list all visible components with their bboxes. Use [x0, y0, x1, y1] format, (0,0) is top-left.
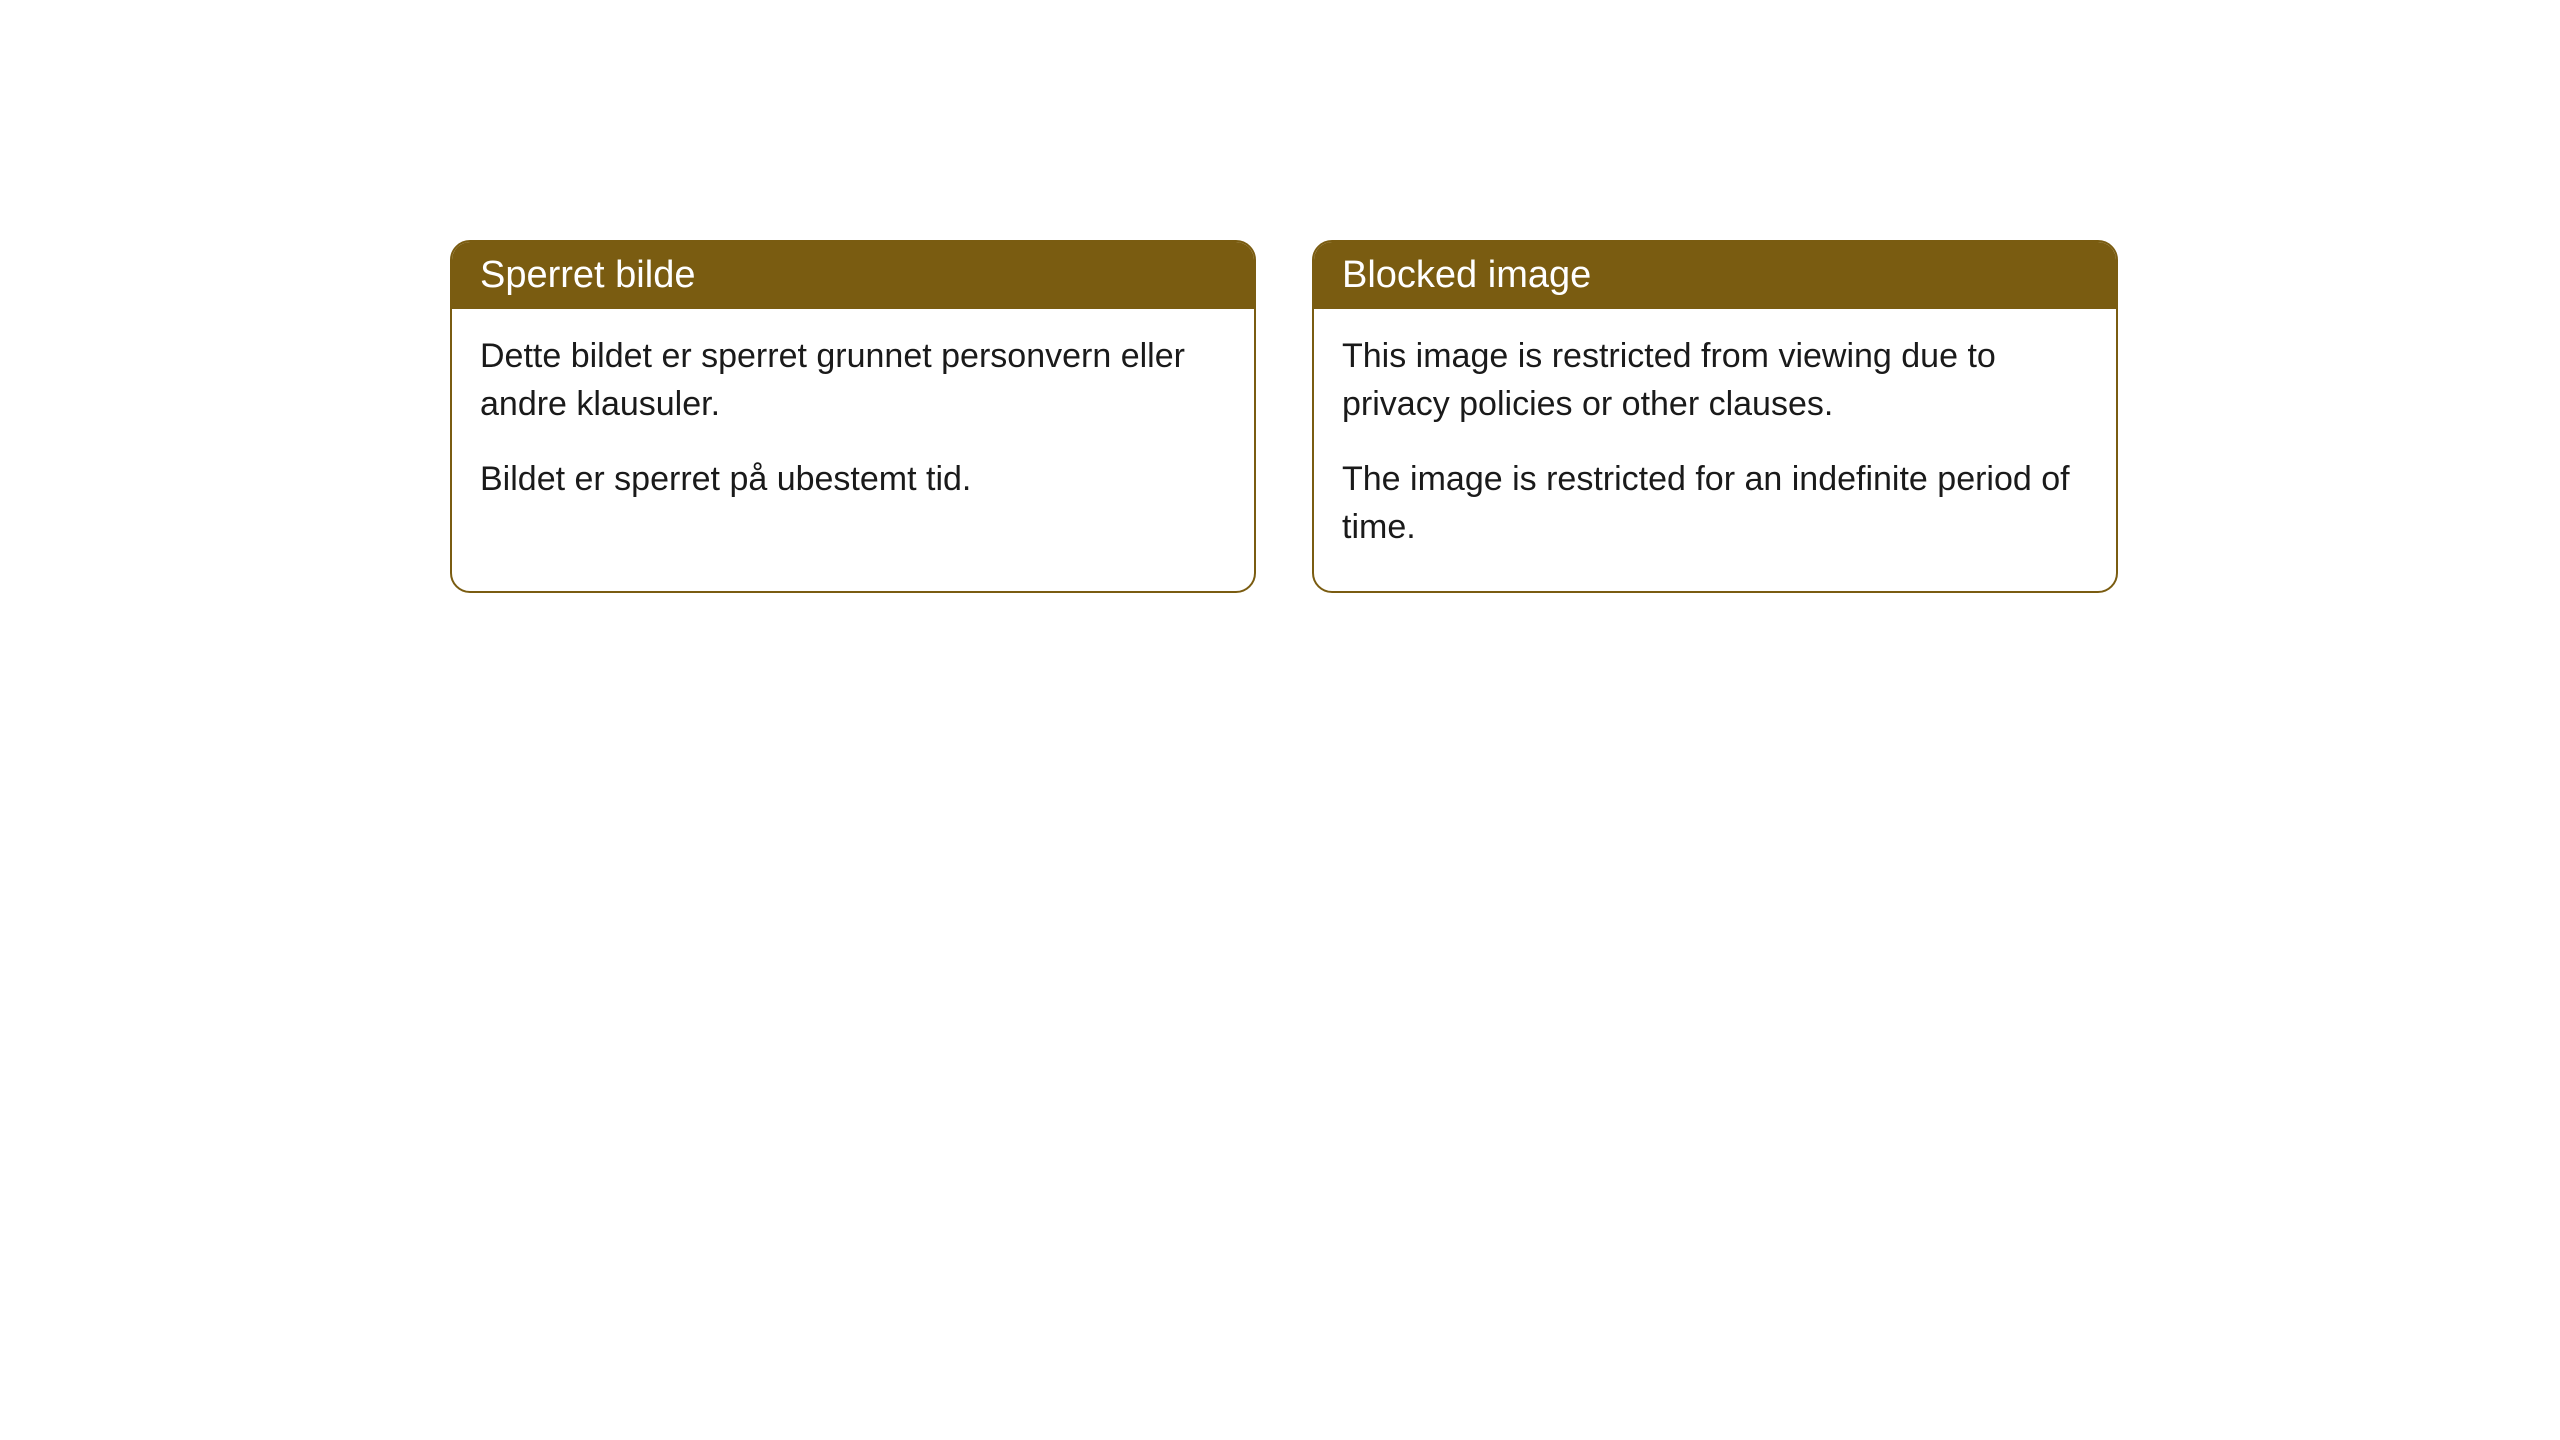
card-body-norwegian: Dette bildet er sperret grunnet personve… [452, 309, 1254, 544]
card-body-english: This image is restricted from viewing du… [1314, 309, 2116, 591]
card-text-english-1: This image is restricted from viewing du… [1342, 333, 2088, 428]
cards-container: Sperret bilde Dette bildet er sperret gr… [0, 0, 2560, 593]
blocked-image-card-norwegian: Sperret bilde Dette bildet er sperret gr… [450, 240, 1256, 593]
card-header-norwegian: Sperret bilde [452, 242, 1254, 309]
card-text-norwegian-2: Bildet er sperret på ubestemt tid. [480, 456, 1226, 504]
blocked-image-card-english: Blocked image This image is restricted f… [1312, 240, 2118, 593]
card-header-english: Blocked image [1314, 242, 2116, 309]
card-text-norwegian-1: Dette bildet er sperret grunnet personve… [480, 333, 1226, 428]
card-text-english-2: The image is restricted for an indefinit… [1342, 456, 2088, 551]
